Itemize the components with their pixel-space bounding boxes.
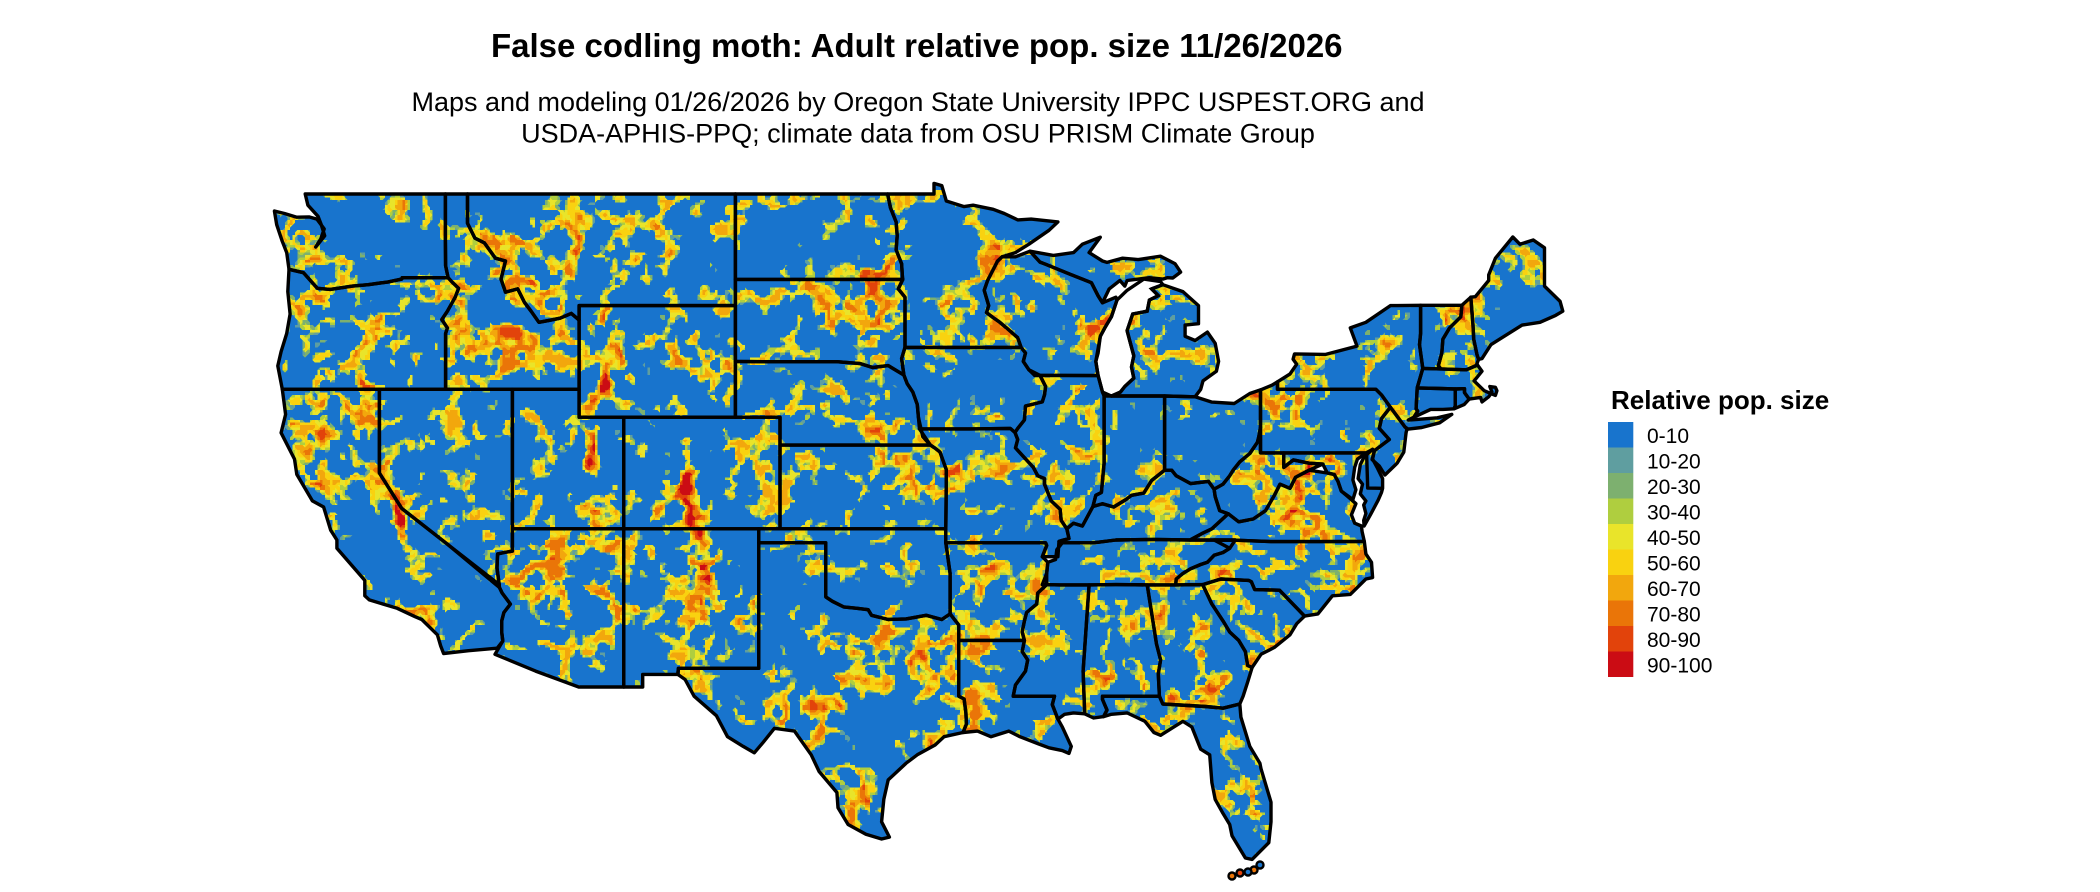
svg-text:50-60: 50-60 (1647, 553, 1701, 576)
svg-text:10-20: 10-20 (1647, 451, 1701, 474)
svg-text:USDA-APHIS-PPQ; climate data f: USDA-APHIS-PPQ; climate data from OSU PR… (521, 119, 1315, 149)
svg-text:False codling moth: Adult rela: False codling moth: Adult relative pop. … (491, 27, 1343, 64)
svg-text:40-50: 40-50 (1647, 527, 1701, 550)
svg-text:0-10: 0-10 (1647, 425, 1689, 448)
svg-text:30-40: 30-40 (1647, 502, 1701, 525)
svg-text:70-80: 70-80 (1647, 604, 1701, 627)
svg-text:Maps and modeling 01/26/2026 b: Maps and modeling 01/26/2026 by Oregon S… (411, 87, 1424, 117)
svg-text:60-70: 60-70 (1647, 578, 1701, 601)
svg-text:80-90: 80-90 (1647, 629, 1701, 652)
svg-text:Relative pop. size: Relative pop. size (1611, 385, 1829, 415)
svg-text:90-100: 90-100 (1647, 655, 1712, 678)
svg-text:20-30: 20-30 (1647, 476, 1701, 499)
